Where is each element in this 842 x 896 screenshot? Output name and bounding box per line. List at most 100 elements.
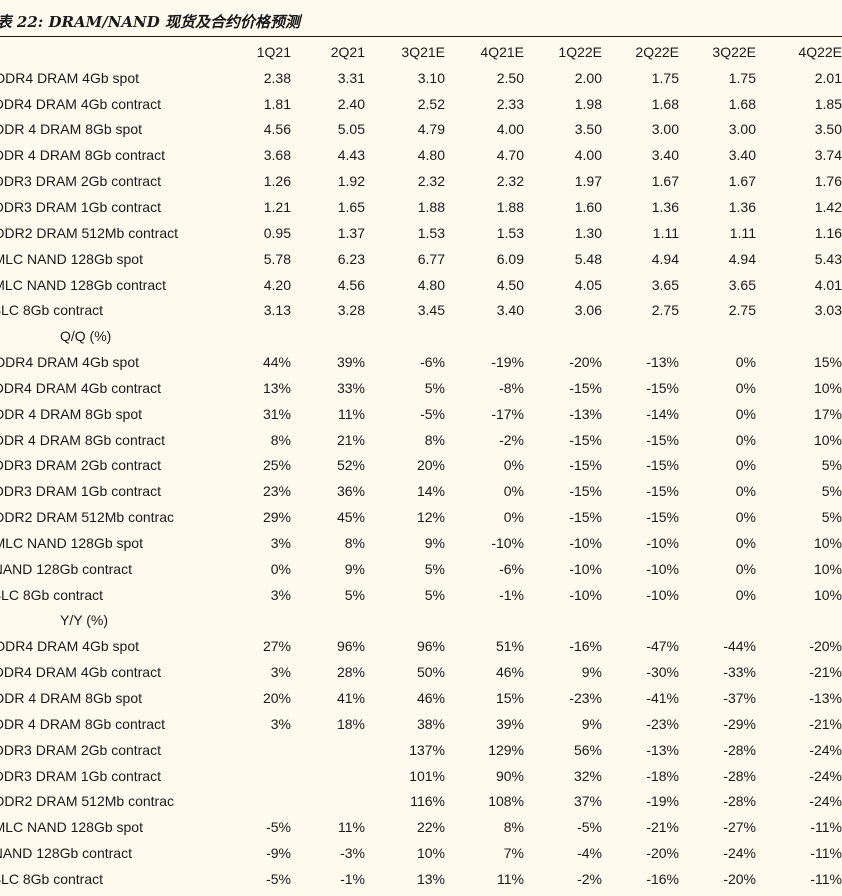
value-cell: 2.40 — [337, 95, 365, 112]
row-label-cell: DDR 4 DRAM 8Gb contract — [0, 711, 200, 737]
value-cell: 38% — [416, 715, 445, 732]
value-cell: 0% — [735, 509, 756, 526]
table-row: NAND 128Gb contract 0% 9% 5% -6% -10% -10% 0% 10… — [0, 556, 842, 582]
value-cell: -15% — [646, 509, 679, 526]
value-cell — [291, 788, 365, 814]
value-cell: 1.98 — [574, 95, 602, 112]
value-cell: 15% — [813, 354, 842, 371]
row-label: DDR 4 DRAM 8Gb contract — [0, 147, 165, 164]
value-cell: 1.67 — [651, 173, 679, 190]
value-cell: -17% — [491, 405, 524, 422]
value-cell: 5% — [424, 560, 445, 577]
row-label-cell: DDR4 DRAM 4Gb contract — [0, 659, 200, 685]
value-cell: 1.75 — [728, 69, 756, 86]
value-cell: 2.32 — [496, 173, 524, 190]
value-cell: -28% — [723, 741, 756, 758]
value-cell: 32% — [573, 767, 602, 784]
value-cell: 36% — [336, 483, 365, 500]
value-cell: 1.88 — [496, 198, 524, 215]
value-cell — [291, 737, 365, 763]
row-label-cell: DDR 4 DRAM 8Gb contract — [0, 427, 200, 453]
value-cell: 3.40 — [496, 302, 524, 319]
value-cell: 96% — [416, 638, 445, 655]
row-label: DDR4 DRAM 4Gb spot — [0, 354, 139, 371]
table-row: DDR 4 DRAM 8Gb spot 31% 11% -5% -17% -13% -14%… — [0, 401, 842, 427]
row-label: SLC 8Gb contract — [0, 302, 103, 319]
value-cell: -15% — [569, 509, 602, 526]
value-cell: 8% — [424, 431, 445, 448]
value-cell: -20% — [723, 870, 756, 887]
value-cell: 52% — [336, 457, 365, 474]
value-cell: -28% — [723, 793, 756, 810]
value-cell: 101% — [409, 767, 445, 784]
value-cell: 4.00 — [496, 121, 524, 138]
value-cell: 15% — [495, 690, 524, 707]
value-cell: 1.42 — [814, 198, 842, 215]
value-cell: -15% — [646, 379, 679, 396]
value-cell: -5% — [420, 405, 445, 422]
value-cell: -29% — [723, 715, 756, 732]
value-cell: 4.05 — [574, 276, 602, 293]
row-label-cell: SLC 8Gb contract — [0, 866, 200, 892]
value-cell: 4.79 — [417, 121, 445, 138]
value-cell: 0% — [503, 509, 524, 526]
value-cell: -21% — [809, 664, 842, 681]
row-label: DDR4 DRAM 4Gb contract — [0, 379, 161, 396]
table-row: SLC 8Gb contract 3% 5% 5% -1% -10% -10% 0% 10% — [0, 582, 842, 608]
value-cell: 137% — [409, 741, 445, 758]
value-cell: 5.78 — [263, 250, 291, 267]
value-cell: 10% — [416, 845, 445, 862]
value-cell: 3.10 — [417, 69, 445, 86]
table-row: DDR4 DRAM 4Gb contract 1.81 2.40 2.52 2.33 1.… — [0, 91, 842, 117]
table-row: DDR3 DRAM 2Gb contract 25% 52% 20% 0% -15% -15… — [0, 453, 842, 479]
value-cell: -11% — [810, 870, 842, 887]
table-row: DDR 4 DRAM 8Gb contract 3.68 4.43 4.80 4.70 4… — [0, 142, 842, 168]
value-cell: 8% — [270, 431, 291, 448]
row-label: DDR4 DRAM 4Gb spot — [0, 638, 139, 655]
value-cell: -13% — [646, 354, 679, 371]
table-row: DDR3 DRAM 2Gb contract 137% 129% 56% -13% -28… — [0, 737, 842, 763]
value-cell: 2.33 — [496, 95, 524, 112]
value-cell: 2.01 — [814, 69, 842, 86]
value-cell: -5% — [266, 870, 291, 887]
value-cell: 2.38 — [263, 69, 291, 86]
value-cell: -6% — [499, 560, 524, 577]
value-cell: 3.06 — [574, 302, 602, 319]
row-label-cell: NAND 128Gb contract — [0, 840, 200, 866]
value-cell: 116% — [410, 793, 445, 810]
value-cell: 1.21 — [263, 198, 291, 215]
row-label-cell: DDR4 DRAM 4Gb spot — [0, 633, 200, 659]
value-cell: 0% — [735, 431, 756, 448]
row-label-cell: MLC NAND 128Gb spot — [0, 246, 200, 272]
row-label-cell: DDR3 DRAM 1Gb contract — [0, 478, 200, 504]
value-cell: 4.50 — [496, 276, 524, 293]
table-row: DDR 4 DRAM 8Gb spot 4.56 5.05 4.79 4.00 3.50 3… — [0, 117, 842, 143]
value-cell: 1.92 — [337, 173, 365, 190]
table-row: DDR3 DRAM 1Gb contract 1.21 1.65 1.88 1.88 1.… — [0, 194, 842, 220]
figure-title: 图表 22: DRAM/NAND 现货及合约价格预测 — [0, 13, 300, 31]
table-row: DDR3 DRAM 2Gb contract 1.26 1.92 2.32 2.32 1.… — [0, 168, 842, 194]
value-cell: 5% — [424, 379, 445, 396]
value-cell: -24% — [809, 767, 842, 784]
value-cell: 14% — [416, 483, 445, 500]
value-cell: 44% — [262, 354, 291, 371]
value-cell: 0% — [503, 483, 524, 500]
value-cell: 3.65 — [651, 276, 679, 293]
value-cell: 18% — [336, 715, 365, 732]
column-header: 3Q22E — [712, 43, 756, 60]
value-cell: 25% — [262, 457, 291, 474]
row-label-cell: NAND 128Gb contract — [0, 556, 200, 582]
table-row: DDR2 DRAM 512Mb contrac 116% 108% 37% -19% -2… — [0, 788, 842, 814]
table-row: DDR3 DRAM 1Gb contract 23% 36% 14% 0% -15% -15… — [0, 478, 842, 504]
row-label-cell: DDR3 DRAM 1Gb contract — [0, 763, 200, 789]
value-cell: 129% — [488, 741, 524, 758]
value-cell: 1.97 — [574, 173, 602, 190]
value-cell: 8% — [503, 819, 524, 836]
row-label-cell: MLC NAND 128Gb contract — [0, 272, 200, 298]
value-cell: -19% — [646, 793, 679, 810]
value-cell: -16% — [569, 638, 602, 655]
value-cell: 4.80 — [417, 147, 445, 164]
value-cell: 1.88 — [417, 198, 445, 215]
value-cell: 31% — [262, 405, 291, 422]
value-cell: 1.65 — [337, 198, 365, 215]
